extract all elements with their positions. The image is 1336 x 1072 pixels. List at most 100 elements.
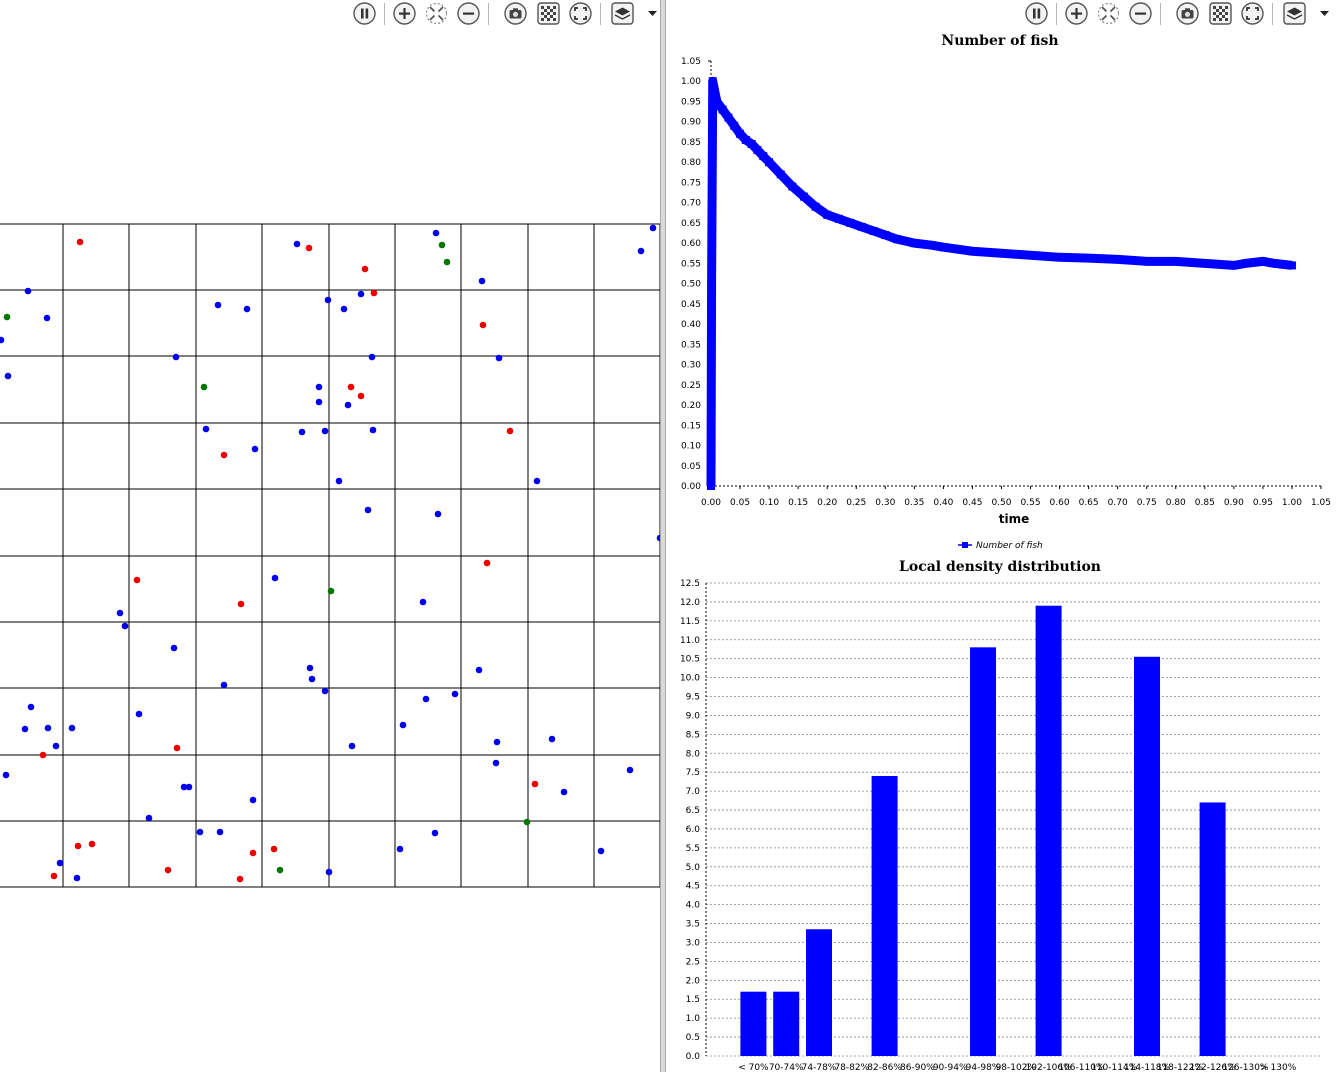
fish-agent-blue[interactable] [135,710,143,718]
fish-agent-green[interactable] [523,818,531,826]
fish-agent-blue[interactable] [56,859,64,867]
fish-agent-green[interactable] [276,866,284,874]
fullscreen-button[interactable] [568,1,593,26]
fish-agent-blue[interactable] [180,783,188,791]
fish-agent-red[interactable] [479,321,487,329]
fish-agent-blue[interactable] [340,305,348,313]
fish-agent-red[interactable] [173,744,181,752]
fish-agent-blue[interactable] [170,644,178,652]
fish-agent-blue[interactable] [145,814,153,822]
fish-agent-blue[interactable] [548,735,556,743]
fish-agent-red[interactable] [249,849,257,857]
fish-agent-blue[interactable] [364,506,372,514]
fish-agent-blue[interactable] [649,224,657,232]
layers-dropdown-button[interactable] [1312,1,1336,26]
split-pane-divider[interactable] [660,0,666,1072]
fish-agent-red[interactable] [74,842,82,850]
fish-agent-red[interactable] [76,238,84,246]
fish-agent-blue[interactable] [298,428,306,436]
fish-agent-blue[interactable] [185,783,193,791]
background-button[interactable] [1208,1,1233,26]
fish-agent-blue[interactable] [369,426,377,434]
fish-agent-blue[interactable] [116,609,124,617]
fish-agent-blue[interactable] [434,510,442,518]
fish-agent-blue[interactable] [597,847,605,855]
fish-agent-green[interactable] [438,241,446,249]
fish-agent-red[interactable] [531,780,539,788]
background-button[interactable] [536,1,561,26]
fish-agent-blue[interactable] [475,666,483,674]
fish-agent-red[interactable] [39,751,47,759]
fish-agent-blue[interactable] [399,721,407,729]
fish-agent-blue[interactable] [324,296,332,304]
fullscreen-button[interactable] [1240,1,1265,26]
fish-agent-blue[interactable] [214,301,222,309]
fish-agent-red[interactable] [305,244,313,252]
fish-agent-red[interactable] [237,600,245,608]
fish-agent-blue[interactable] [637,247,645,255]
zoom-fit-button[interactable] [1096,1,1121,26]
fish-agent-blue[interactable] [560,788,568,796]
fish-agent-blue[interactable] [21,725,29,733]
fish-agent-blue[interactable] [44,724,52,732]
fish-agent-blue[interactable] [626,766,634,774]
zoom-out-button[interactable] [1128,1,1153,26]
fish-agent-green[interactable] [3,313,11,321]
snapshot-button[interactable] [503,1,528,26]
fish-agent-blue[interactable] [196,828,204,836]
layers-dropdown-button[interactable] [640,1,660,26]
fish-agent-red[interactable] [50,872,58,880]
fish-agent-blue[interactable] [321,427,329,435]
fish-agent-red[interactable] [164,866,172,874]
fish-agent-blue[interactable] [243,305,251,313]
fish-agent-blue[interactable] [306,664,314,672]
zoom-in-button[interactable] [392,1,417,26]
fish-agent-blue[interactable] [121,622,129,630]
fish-agent-green[interactable] [200,383,208,391]
fish-agent-red[interactable] [483,559,491,567]
fish-agent-blue[interactable] [495,354,503,362]
fish-agent-blue[interactable] [656,534,660,542]
fish-agent-blue[interactable] [315,398,323,406]
fish-agent-blue[interactable] [216,828,224,836]
fish-agent-blue[interactable] [432,229,440,237]
fish-agent-blue[interactable] [325,868,333,876]
fish-agent-blue[interactable] [321,687,329,695]
layers-button[interactable] [1282,1,1307,26]
fish-agent-blue[interactable] [451,690,459,698]
layers-button[interactable] [610,1,635,26]
fish-agent-blue[interactable] [202,425,210,433]
fish-agent-blue[interactable] [271,574,279,582]
fish-agent-red[interactable] [361,265,369,273]
fish-agent-blue[interactable] [344,401,352,409]
fish-agent-red[interactable] [220,451,228,459]
fish-agent-blue[interactable] [493,738,501,746]
agent-grid[interactable] [0,0,660,1072]
fish-agent-blue[interactable] [308,675,316,683]
pause-button[interactable] [1024,1,1049,26]
fish-agent-blue[interactable] [0,336,5,344]
fish-agent-red[interactable] [88,840,96,848]
fish-agent-green[interactable] [443,258,451,266]
fish-agent-blue[interactable] [73,874,81,882]
fish-agent-blue[interactable] [68,724,76,732]
zoom-fit-button[interactable] [424,1,449,26]
fish-agent-red[interactable] [133,576,141,584]
fish-agent-blue[interactable] [422,695,430,703]
simulation-display[interactable] [0,0,660,1072]
fish-agent-blue[interactable] [478,277,486,285]
fish-agent-green[interactable] [327,587,335,595]
fish-agent-blue[interactable] [492,759,500,767]
fish-agent-blue[interactable] [431,829,439,837]
zoom-in-button[interactable] [1064,1,1089,26]
snapshot-button[interactable] [1175,1,1200,26]
fish-agent-red[interactable] [357,392,365,400]
fish-agent-red[interactable] [270,845,278,853]
fish-agent-blue[interactable] [396,845,404,853]
fish-agent-blue[interactable] [24,287,32,295]
zoom-out-button[interactable] [456,1,481,26]
fish-agent-blue[interactable] [43,314,51,322]
fish-agent-blue[interactable] [315,383,323,391]
fish-agent-blue[interactable] [251,445,259,453]
fish-agent-blue[interactable] [368,353,376,361]
